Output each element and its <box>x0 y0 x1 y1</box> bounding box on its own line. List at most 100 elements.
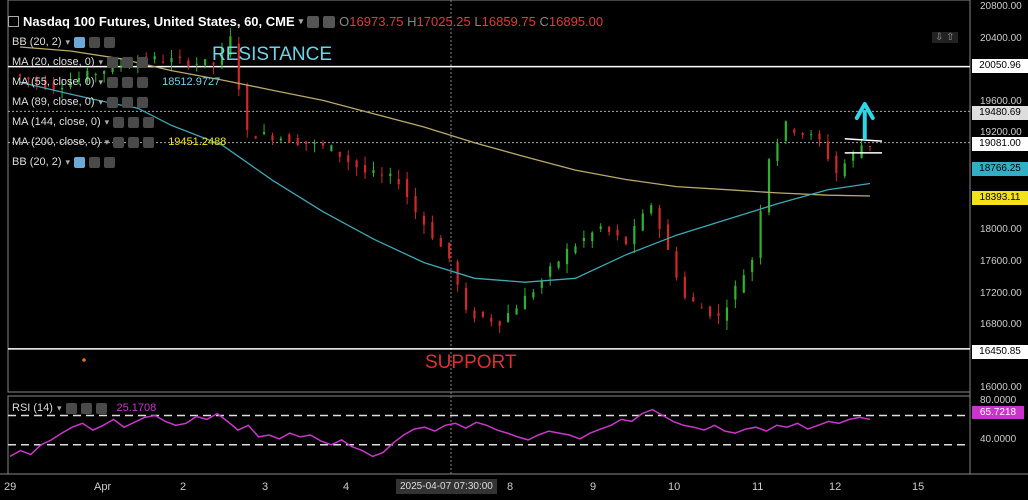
settings-icon[interactable] <box>113 116 125 128</box>
candle-body <box>94 74 97 76</box>
visibility-icon[interactable] <box>122 56 134 68</box>
candle-body <box>717 313 720 316</box>
candle-body <box>69 81 72 88</box>
visibility-icon[interactable] <box>89 156 101 168</box>
download-icon[interactable]: ⇩ ⇧ <box>932 32 958 43</box>
indicator-label[interactable]: BB (20, 2) <box>12 36 62 48</box>
price-label: 19600.00 <box>980 96 1022 107</box>
visibility-icon[interactable] <box>80 402 92 414</box>
chevron-down-icon[interactable]: ▾ <box>104 136 110 147</box>
ma-55-line <box>19 81 871 283</box>
candle-body <box>574 246 577 253</box>
visibility-icon[interactable] <box>122 96 134 108</box>
candle-body <box>708 306 712 317</box>
ohlc-readout: O16973.75 H17025.25 L16859.75 C16895.00 <box>339 14 604 29</box>
close-icon[interactable] <box>143 116 155 128</box>
visibility-icon[interactable] <box>122 76 134 88</box>
indicator-label[interactable]: MA (200, close, 0) <box>12 136 101 148</box>
candle-body <box>650 205 653 214</box>
candle-body <box>464 287 468 310</box>
close-icon[interactable] <box>137 56 149 68</box>
candle-body <box>742 275 745 293</box>
candle-body <box>608 226 611 232</box>
close-icon[interactable] <box>95 402 107 414</box>
visibility-icon[interactable] <box>323 15 336 28</box>
settings-icon[interactable] <box>113 136 125 148</box>
visibility-icon[interactable] <box>128 116 140 128</box>
indicator-row[interactable]: MA (20, close, 0) ▾ <box>12 56 162 68</box>
rsi-value: 25.1708 <box>116 402 157 414</box>
close-icon[interactable] <box>104 156 116 168</box>
settings-icon[interactable] <box>74 36 86 48</box>
indicator-row[interactable]: MA (200, close, 0) ▾ 19451.2488 <box>12 136 226 148</box>
indicator-row[interactable]: MA (89, close, 0) ▾ <box>12 96 162 108</box>
channel-top-line <box>844 138 883 142</box>
symbol-title[interactable]: Nasdaq 100 Futures, United States, 60, C… <box>23 14 295 29</box>
indicator-label[interactable]: MA (144, close, 0) <box>12 116 101 128</box>
chevron-down-icon[interactable]: ▾ <box>98 56 104 67</box>
chevron-down-icon[interactable]: ▾ <box>298 16 304 26</box>
candle-body <box>355 160 358 168</box>
indicator-label[interactable]: BB (20, 2) <box>12 156 62 168</box>
candle-body <box>852 152 855 161</box>
indicator-label[interactable]: MA (89, close, 0) <box>12 96 95 108</box>
x-axis-label: 8 <box>507 481 514 493</box>
candle-body <box>153 56 156 60</box>
visibility-icon[interactable] <box>89 36 101 48</box>
visibility-icon[interactable] <box>128 136 140 148</box>
indicator-label[interactable]: MA (20, close, 0) <box>12 56 95 68</box>
candle-body <box>406 178 409 198</box>
candle-body <box>60 87 64 90</box>
candle-body <box>431 221 434 239</box>
collapse-icon[interactable] <box>8 16 19 27</box>
candle-body <box>389 173 392 176</box>
candle-body <box>809 134 813 136</box>
candle-body <box>321 142 325 146</box>
indicator-row[interactable]: BB (20, 2) ▾ <box>12 36 129 48</box>
candle-body <box>759 211 762 258</box>
close-icon[interactable] <box>137 76 149 88</box>
candle-body <box>178 56 182 58</box>
price-tag: 19480.69 <box>972 106 1028 120</box>
close-icon[interactable] <box>143 136 155 148</box>
candle-body <box>843 163 846 177</box>
candle-body <box>675 251 678 278</box>
resistance-price-tag: 20050.96 <box>972 59 1028 73</box>
candle-body <box>557 261 560 268</box>
settings-icon[interactable] <box>65 402 77 414</box>
chevron-down-icon[interactable]: ▾ <box>104 116 110 127</box>
x-axis-label: 12 <box>829 481 842 493</box>
settings-icon[interactable] <box>307 15 320 28</box>
candle-body <box>793 129 796 133</box>
candle-body <box>616 229 619 236</box>
chevron-down-icon[interactable]: ▾ <box>65 156 71 167</box>
indicator-label[interactable]: MA (55, close, 0) <box>12 76 95 88</box>
candle-body <box>751 259 754 273</box>
chevron-down-icon[interactable]: ▾ <box>56 402 62 413</box>
candle-body <box>262 132 266 134</box>
candle-body <box>507 313 510 322</box>
candle-body <box>296 137 299 146</box>
candle-body <box>683 276 686 298</box>
chevron-down-icon[interactable]: ▾ <box>98 76 104 87</box>
close-icon[interactable] <box>137 96 149 108</box>
price-label: 18000.00 <box>980 224 1022 235</box>
indicator-row[interactable]: BB (20, 2) ▾ <box>12 156 129 168</box>
candle-body <box>237 43 240 90</box>
settings-icon[interactable] <box>107 96 119 108</box>
indicator-row[interactable]: MA (55, close, 0) ▾ 18512.9727 <box>12 76 220 88</box>
settings-icon[interactable] <box>107 76 119 88</box>
settings-icon[interactable] <box>74 156 86 168</box>
chevron-down-icon[interactable]: ▾ <box>98 96 104 107</box>
rsi-label[interactable]: RSI (14) <box>12 402 53 414</box>
candle-body <box>27 77 30 80</box>
settings-icon[interactable] <box>107 56 119 68</box>
chevron-down-icon[interactable]: ▾ <box>65 36 71 47</box>
candle-body <box>212 62 215 65</box>
candle-body <box>86 70 89 82</box>
price-label: 17600.00 <box>980 256 1022 267</box>
close-icon[interactable] <box>104 36 116 48</box>
candle-body <box>18 74 22 77</box>
indicator-row[interactable]: MA (144, close, 0) ▾ <box>12 116 168 128</box>
